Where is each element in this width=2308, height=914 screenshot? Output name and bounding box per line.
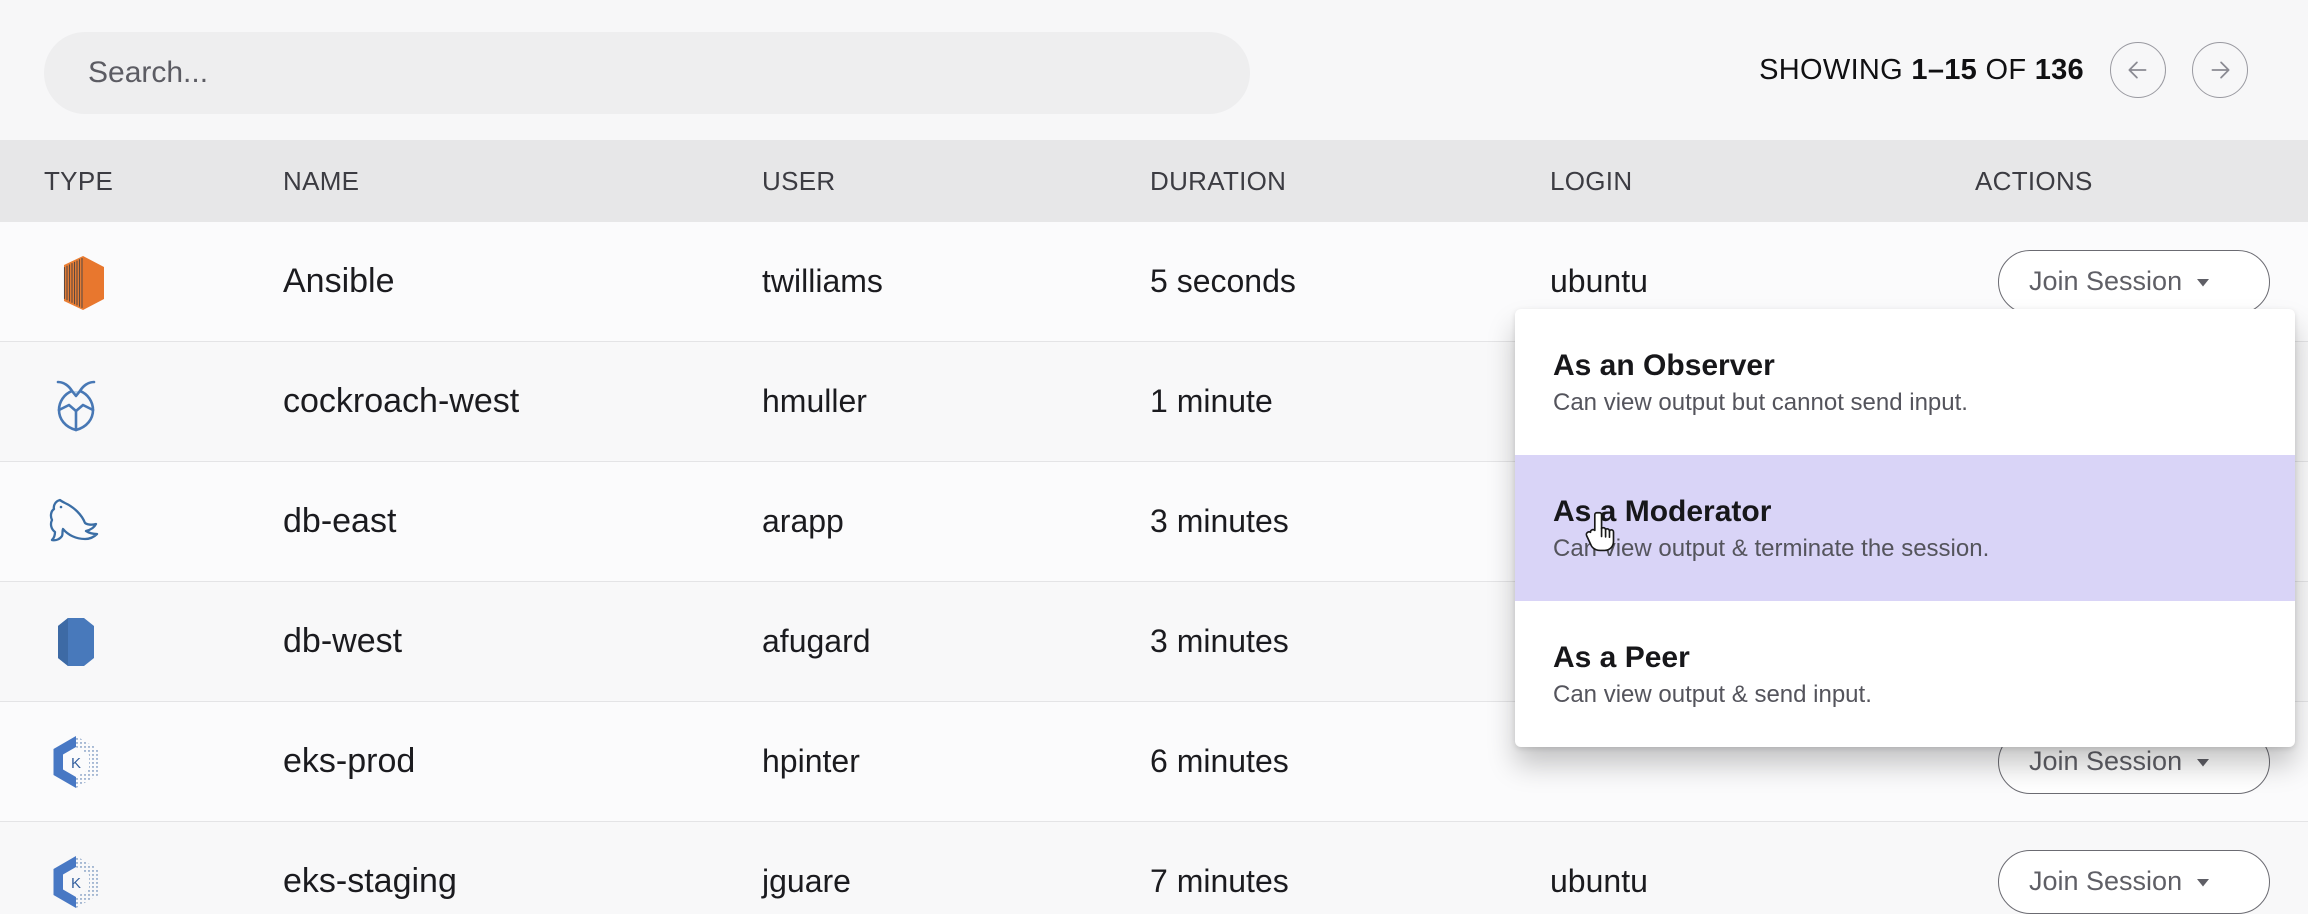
svg-text:K: K: [71, 875, 81, 892]
svg-text:K: K: [71, 755, 81, 772]
